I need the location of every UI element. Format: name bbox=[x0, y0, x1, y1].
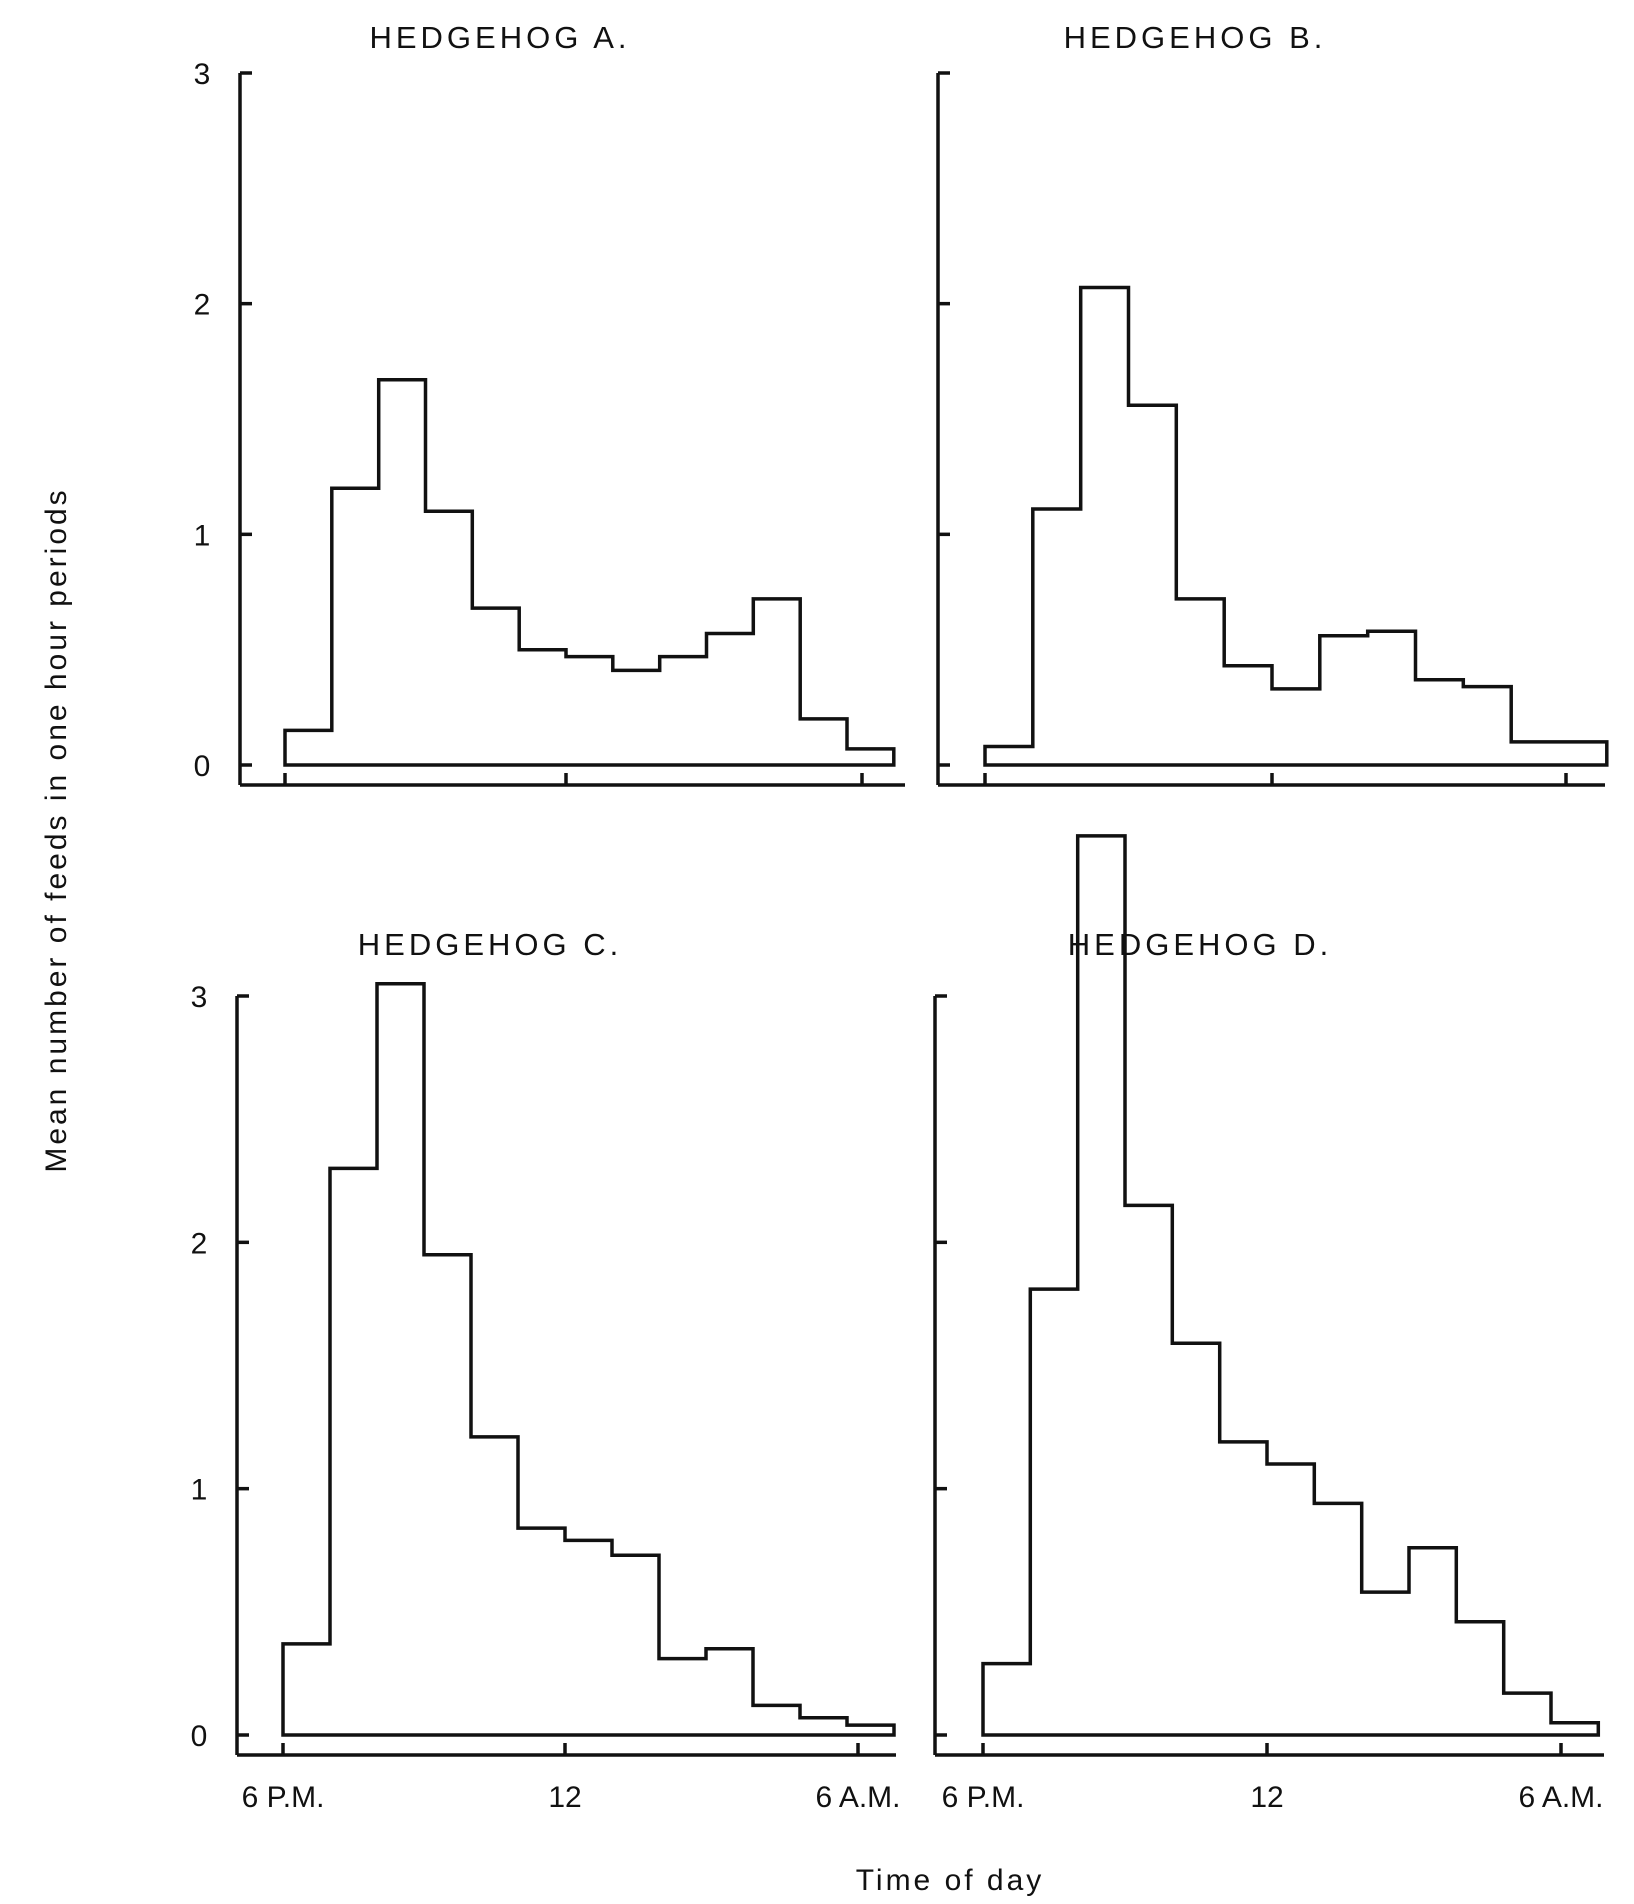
histogram-bar bbox=[613, 670, 660, 765]
histogram-bar bbox=[424, 1255, 471, 1735]
histogram-bar bbox=[706, 1649, 753, 1735]
y-tick-label: 0 bbox=[194, 750, 211, 783]
histogram-outline bbox=[981, 834, 1601, 1737]
histogram-bar bbox=[1129, 405, 1177, 765]
x-axis-title: Time of day bbox=[856, 1864, 1045, 1897]
histogram-bar bbox=[1551, 1723, 1598, 1735]
histogram-bar bbox=[800, 719, 847, 765]
histogram-bar bbox=[1416, 680, 1464, 765]
histogram-bar bbox=[283, 1644, 330, 1735]
histogram-bar bbox=[1272, 689, 1320, 765]
histogram-bar bbox=[1125, 1205, 1172, 1735]
x-tick-label: 12 bbox=[1250, 1781, 1283, 1814]
histogram-bar bbox=[1081, 288, 1129, 766]
histogram-bar bbox=[565, 1540, 612, 1735]
histogram-bar bbox=[983, 1664, 1030, 1735]
histogram-bar bbox=[1456, 1622, 1503, 1735]
histogram-bar bbox=[1176, 599, 1224, 765]
histogram-bar bbox=[1030, 1289, 1077, 1735]
histogram-bar bbox=[379, 380, 426, 765]
histogram-bar bbox=[1559, 742, 1607, 765]
y-tick-label: 2 bbox=[191, 1227, 208, 1260]
panel-title: HEDGEHOG C. bbox=[358, 927, 622, 962]
y-tick-label: 0 bbox=[191, 1720, 208, 1753]
histogram-bar bbox=[1511, 742, 1559, 765]
y-tick-label: 1 bbox=[194, 519, 211, 552]
histogram-bar bbox=[285, 730, 332, 765]
histogram-bar bbox=[1224, 666, 1272, 765]
histogram-bar bbox=[985, 747, 1033, 766]
histogram-bar bbox=[471, 1437, 518, 1735]
histogram-bar bbox=[1362, 1592, 1409, 1735]
histogram-bar bbox=[332, 488, 379, 765]
histogram-bar bbox=[1368, 631, 1416, 765]
histogram-bar bbox=[753, 599, 800, 765]
y-tick-label: 3 bbox=[191, 981, 208, 1014]
x-tick-label: 6 A.M. bbox=[815, 1781, 900, 1814]
histogram-bar bbox=[566, 657, 613, 765]
histogram-bar bbox=[660, 657, 707, 765]
histogram-bar bbox=[800, 1718, 847, 1735]
histogram-bar bbox=[426, 511, 473, 765]
panel-title: HEDGEHOG A. bbox=[369, 20, 630, 55]
histogram-bar bbox=[1033, 509, 1081, 765]
x-tick-label: 12 bbox=[548, 1781, 581, 1814]
histogram-bar bbox=[1409, 1548, 1456, 1735]
y-tick-label: 2 bbox=[194, 289, 211, 322]
histogram-bar bbox=[472, 608, 519, 765]
histogram-bar bbox=[1463, 687, 1511, 765]
histogram-outline bbox=[281, 981, 896, 1737]
histogram-bar bbox=[612, 1555, 659, 1735]
y-axis-title: Mean number of feeds in one hour periods bbox=[40, 487, 73, 1172]
y-tick-label: 3 bbox=[194, 58, 211, 91]
y-tick-label: 1 bbox=[191, 1474, 208, 1507]
histogram-bar bbox=[518, 1528, 565, 1735]
histogram-bar bbox=[377, 984, 424, 1735]
histogram-bar bbox=[847, 749, 894, 765]
histogram-bar bbox=[1220, 1442, 1267, 1735]
histogram-bar bbox=[753, 1705, 800, 1735]
panel-d: HEDGEHOG D. 6 P.M. 12 6 A.M. bbox=[933, 834, 1604, 1814]
histogram-bar bbox=[1320, 636, 1368, 765]
histogram-bar bbox=[847, 1725, 894, 1735]
histogram-bar bbox=[707, 634, 754, 766]
histogram-bar bbox=[330, 1168, 377, 1735]
histogram-bar bbox=[1314, 1503, 1361, 1735]
x-tick-label: 6 P.M. bbox=[942, 1781, 1025, 1814]
histogram-bar bbox=[1078, 836, 1125, 1735]
histogram-outline bbox=[983, 285, 1609, 767]
histogram-outline bbox=[283, 378, 896, 767]
panel-title: HEDGEHOG B. bbox=[1064, 20, 1327, 55]
histogram-bar bbox=[1504, 1693, 1551, 1735]
histogram-bar bbox=[659, 1659, 706, 1735]
panel-a: HEDGEHOG A. 0 1 2 3 bbox=[194, 20, 905, 787]
histogram-bar bbox=[1267, 1464, 1314, 1735]
panel-title: HEDGEHOG D. bbox=[1068, 927, 1332, 962]
panel-b: HEDGEHOG B. bbox=[936, 20, 1609, 787]
x-tick-label: 6 P.M. bbox=[242, 1781, 325, 1814]
histogram-bar bbox=[519, 650, 566, 765]
histogram-bar bbox=[1172, 1343, 1219, 1735]
x-tick-label: 6 A.M. bbox=[1518, 1781, 1603, 1814]
